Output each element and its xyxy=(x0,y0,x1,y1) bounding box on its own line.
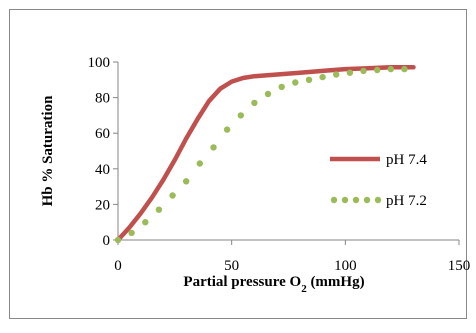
x-axis-title-subscript: 2 xyxy=(301,283,307,295)
y-tick-label: 20 xyxy=(95,197,110,213)
series-point-ph-7-2 xyxy=(237,112,244,119)
series-point-ph-7-2 xyxy=(278,83,285,91)
legend-label-ph-7-2: pH 7.2 xyxy=(386,193,427,209)
series-point-ph-7-2 xyxy=(114,236,122,244)
series-point-ph-7-2 xyxy=(292,79,299,86)
x-axis-title-main: Partial pressure O xyxy=(183,274,301,290)
x-tick-label: 150 xyxy=(448,258,471,274)
y-axis-title: Hb % Saturation xyxy=(40,95,56,207)
x-axis-title: Partial pressure O2 (mmHg) xyxy=(183,274,364,295)
series-point-ph-7-2 xyxy=(305,76,313,84)
series-point-ph-7-2 xyxy=(183,178,190,185)
legend-swatch-ph-7-2 xyxy=(330,196,338,204)
series-point-ph-7-2 xyxy=(387,65,394,73)
y-tick-label: 100 xyxy=(88,55,111,71)
series-point-ph-7-2 xyxy=(128,229,135,237)
series-point-ph-7-2 xyxy=(210,144,217,151)
series-point-ph-7-2 xyxy=(196,160,203,167)
legend-swatch-ph-7-2 xyxy=(341,196,349,204)
y-tick-label: 80 xyxy=(95,91,110,107)
legend-swatch-ph-7-2 xyxy=(363,196,371,204)
legend-label-ph-7-4: pH 7.4 xyxy=(386,152,427,168)
legend-swatch-ph-7-2 xyxy=(352,196,360,204)
series-point-ph-7-2 xyxy=(401,65,408,73)
legend-swatch-ph-7-2 xyxy=(374,196,382,204)
x-tick-label: 100 xyxy=(334,258,357,274)
x-axis-title-unit: (mmHg) xyxy=(307,274,365,290)
series-point-ph-7-2 xyxy=(333,71,340,78)
series-point-ph-7-2 xyxy=(142,219,149,226)
series-line-ph-7-4 xyxy=(115,65,416,243)
x-tick-label: 0 xyxy=(114,258,122,274)
y-tick-label: 60 xyxy=(95,126,110,142)
series-point-ph-7-2 xyxy=(264,90,272,98)
series-point-ph-7-2 xyxy=(251,99,258,107)
series-point-ph-7-2 xyxy=(360,67,367,75)
y-tick-label: 0 xyxy=(103,233,111,249)
series-point-ph-7-2 xyxy=(319,73,326,81)
y-tick-label: 40 xyxy=(95,162,110,178)
series-point-ph-7-2 xyxy=(169,192,176,199)
x-tick-label: 50 xyxy=(224,258,239,274)
series-point-ph-7-2 xyxy=(223,126,231,133)
series-point-ph-7-2 xyxy=(155,206,163,213)
chart-border xyxy=(9,9,467,319)
series-point-ph-7-2 xyxy=(346,69,354,76)
series-point-ph-7-2 xyxy=(374,66,381,74)
